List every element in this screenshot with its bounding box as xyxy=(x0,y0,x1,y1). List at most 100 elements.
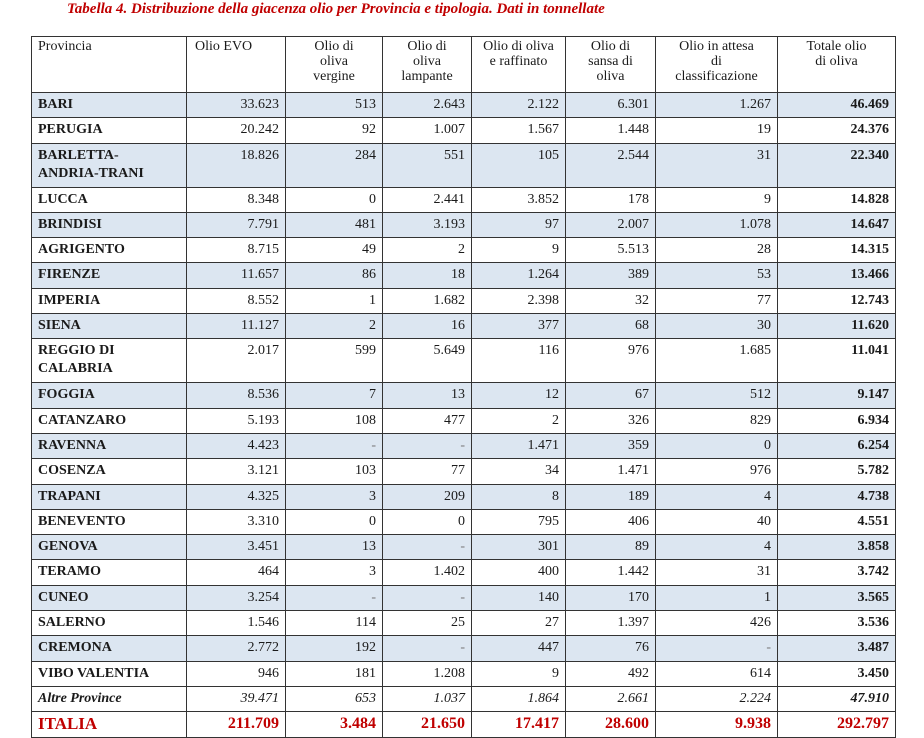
cell-olio-lampante: 0 xyxy=(382,508,472,536)
cell-provincia: VIBO VALENTIA xyxy=(31,660,187,687)
cell-olio-raffinato: 8 xyxy=(471,483,566,510)
cell-provincia: Altre Province xyxy=(31,685,187,713)
cell-olio-sansa: 32 xyxy=(565,287,656,315)
cell-totale: 6.254 xyxy=(777,432,896,460)
cell-olio-attesa: 614 xyxy=(655,660,778,687)
cell-olio-raffinato: 9 xyxy=(471,237,566,264)
cell-olio-raffinato: 2 xyxy=(471,407,566,434)
cell-provincia: GENOVA xyxy=(31,534,187,561)
cell-olio-vergine: 3 xyxy=(285,559,383,586)
cell-olio-attesa: 4 xyxy=(655,534,778,561)
cell-provincia: REGGIO DI CALABRIA xyxy=(31,338,187,384)
cell-provincia: PERUGIA xyxy=(31,117,187,144)
cell-olio-evo: 18.826 xyxy=(186,142,286,188)
cell-olio-vergine: 181 xyxy=(285,660,383,687)
cell-olio-lampante: 25 xyxy=(382,610,472,637)
cell-totale: 14.315 xyxy=(777,237,896,264)
cell-olio-sansa: 976 xyxy=(565,338,656,384)
cell-olio-attesa: 28 xyxy=(655,237,778,264)
cell-olio-evo: 946 xyxy=(186,660,286,687)
table-row: VIBO VALENTIA 946 181 1.208 9 492 614 3.450 xyxy=(31,660,896,687)
table-row: TERAMO 464 3 1.402 400 1.442 31 3.742 xyxy=(31,559,896,586)
header-totale: Totale olio di oliva xyxy=(777,36,896,93)
cell-olio-evo: 20.242 xyxy=(186,117,286,144)
header-provincia: Provincia xyxy=(31,36,187,93)
table-row: SIENA 11.127 2 16 377 68 30 11.620 xyxy=(31,313,896,340)
cell-olio-lampante: 1.402 xyxy=(382,559,472,586)
cell-olio-vergine: 7 xyxy=(285,382,383,409)
cell-olio-sansa: 5.513 xyxy=(565,237,656,264)
cell-olio-vergine: 114 xyxy=(285,610,383,637)
cell-totale: 14.828 xyxy=(777,186,896,213)
cell-provincia: BRINDISI xyxy=(31,211,187,239)
cell-olio-sansa: 1.448 xyxy=(565,117,656,144)
cell-provincia: FOGGIA xyxy=(31,382,187,409)
cell-olio-evo: 8.536 xyxy=(186,382,286,409)
cell-olio-raffinato: 400 xyxy=(471,559,566,586)
cell-totale: 3.742 xyxy=(777,559,896,586)
table-row: IMPERIA 8.552 1 1.682 2.398 32 77 12.743 xyxy=(31,287,896,315)
cell-olio-sansa: 76 xyxy=(565,635,656,662)
table-row: BARI 33.623 513 2.643 2.122 6.301 1.267 46.469 xyxy=(31,91,896,119)
cell-totale: 4.738 xyxy=(777,483,896,510)
table-row: BRINDISI 7.791 481 3.193 97 2.007 1.078 14.647 xyxy=(31,211,896,239)
cell-olio-attesa: - xyxy=(655,635,778,662)
cell-olio-attesa: 9.938 xyxy=(655,711,778,738)
cell-totale: 292.797 xyxy=(777,711,896,738)
cell-olio-raffinato: 2.122 xyxy=(471,91,566,119)
cell-olio-sansa: 28.600 xyxy=(565,711,656,738)
cell-provincia: RAVENNA xyxy=(31,432,187,460)
cell-provincia: ITALIA xyxy=(31,711,187,738)
cell-olio-raffinato: 1.264 xyxy=(471,262,566,289)
cell-olio-attesa: 1.267 xyxy=(655,91,778,119)
olive-oil-stock-table: Provincia Olio EVO Olio di oliva vergine O… xyxy=(31,36,896,738)
cell-olio-attesa: 4 xyxy=(655,483,778,510)
cell-olio-raffinato: 12 xyxy=(471,382,566,409)
cell-provincia: IMPERIA xyxy=(31,287,187,315)
cell-provincia: TRAPANI xyxy=(31,483,187,510)
cell-olio-sansa: 67 xyxy=(565,382,656,409)
cell-totale: 6.934 xyxy=(777,407,896,434)
cell-olio-raffinato: 105 xyxy=(471,142,566,188)
cell-provincia: BARI xyxy=(31,91,187,119)
cell-provincia: AGRIGENTO xyxy=(31,237,187,264)
cell-olio-attesa: 31 xyxy=(655,142,778,188)
cell-totale: 9.147 xyxy=(777,382,896,409)
cell-olio-sansa: 178 xyxy=(565,186,656,213)
cell-olio-sansa: 2.007 xyxy=(565,211,656,239)
cell-olio-evo: 3.310 xyxy=(186,508,286,536)
cell-olio-lampante: 16 xyxy=(382,313,472,340)
cell-olio-evo: 2.772 xyxy=(186,635,286,662)
cell-olio-vergine: 103 xyxy=(285,458,383,485)
table-row: LUCCA 8.348 0 2.441 3.852 178 9 14.828 xyxy=(31,186,896,213)
cell-olio-attesa: 976 xyxy=(655,458,778,485)
table-row: TRAPANI 4.325 3 209 8 189 4 4.738 xyxy=(31,483,896,510)
cell-provincia: SIENA xyxy=(31,313,187,340)
cell-olio-raffinato: 116 xyxy=(471,338,566,384)
cell-olio-raffinato: 27 xyxy=(471,610,566,637)
header-olio-attesa: Olio in attesa di classificazione xyxy=(655,36,778,93)
cell-olio-attesa: 512 xyxy=(655,382,778,409)
cell-olio-evo: 8.715 xyxy=(186,237,286,264)
table-row: COSENZA 3.121 103 77 34 1.471 976 5.782 xyxy=(31,458,896,485)
cell-olio-lampante: 18 xyxy=(382,262,472,289)
cell-olio-vergine: 13 xyxy=(285,534,383,561)
cell-olio-raffinato: 447 xyxy=(471,635,566,662)
header-olio-sansa: Olio di sansa di oliva xyxy=(565,36,656,93)
header-olio-evo: Olio EVO xyxy=(186,36,286,93)
cell-olio-evo: 464 xyxy=(186,559,286,586)
cell-olio-sansa: 1.442 xyxy=(565,559,656,586)
cell-olio-lampante: - xyxy=(382,432,472,460)
cell-olio-raffinato: 3.852 xyxy=(471,186,566,213)
cell-provincia: BENEVENTO xyxy=(31,508,187,536)
header-olio-raffinato: Olio di oliva e raffinato xyxy=(471,36,566,93)
cell-olio-lampante: - xyxy=(382,635,472,662)
cell-olio-lampante: 1.208 xyxy=(382,660,472,687)
cell-olio-lampante: 551 xyxy=(382,142,472,188)
cell-olio-evo: 3.121 xyxy=(186,458,286,485)
cell-olio-vergine: - xyxy=(285,432,383,460)
cell-olio-sansa: 389 xyxy=(565,262,656,289)
cell-olio-attesa: 31 xyxy=(655,559,778,586)
cell-olio-evo: 3.254 xyxy=(186,584,286,612)
cell-totale: 5.782 xyxy=(777,458,896,485)
